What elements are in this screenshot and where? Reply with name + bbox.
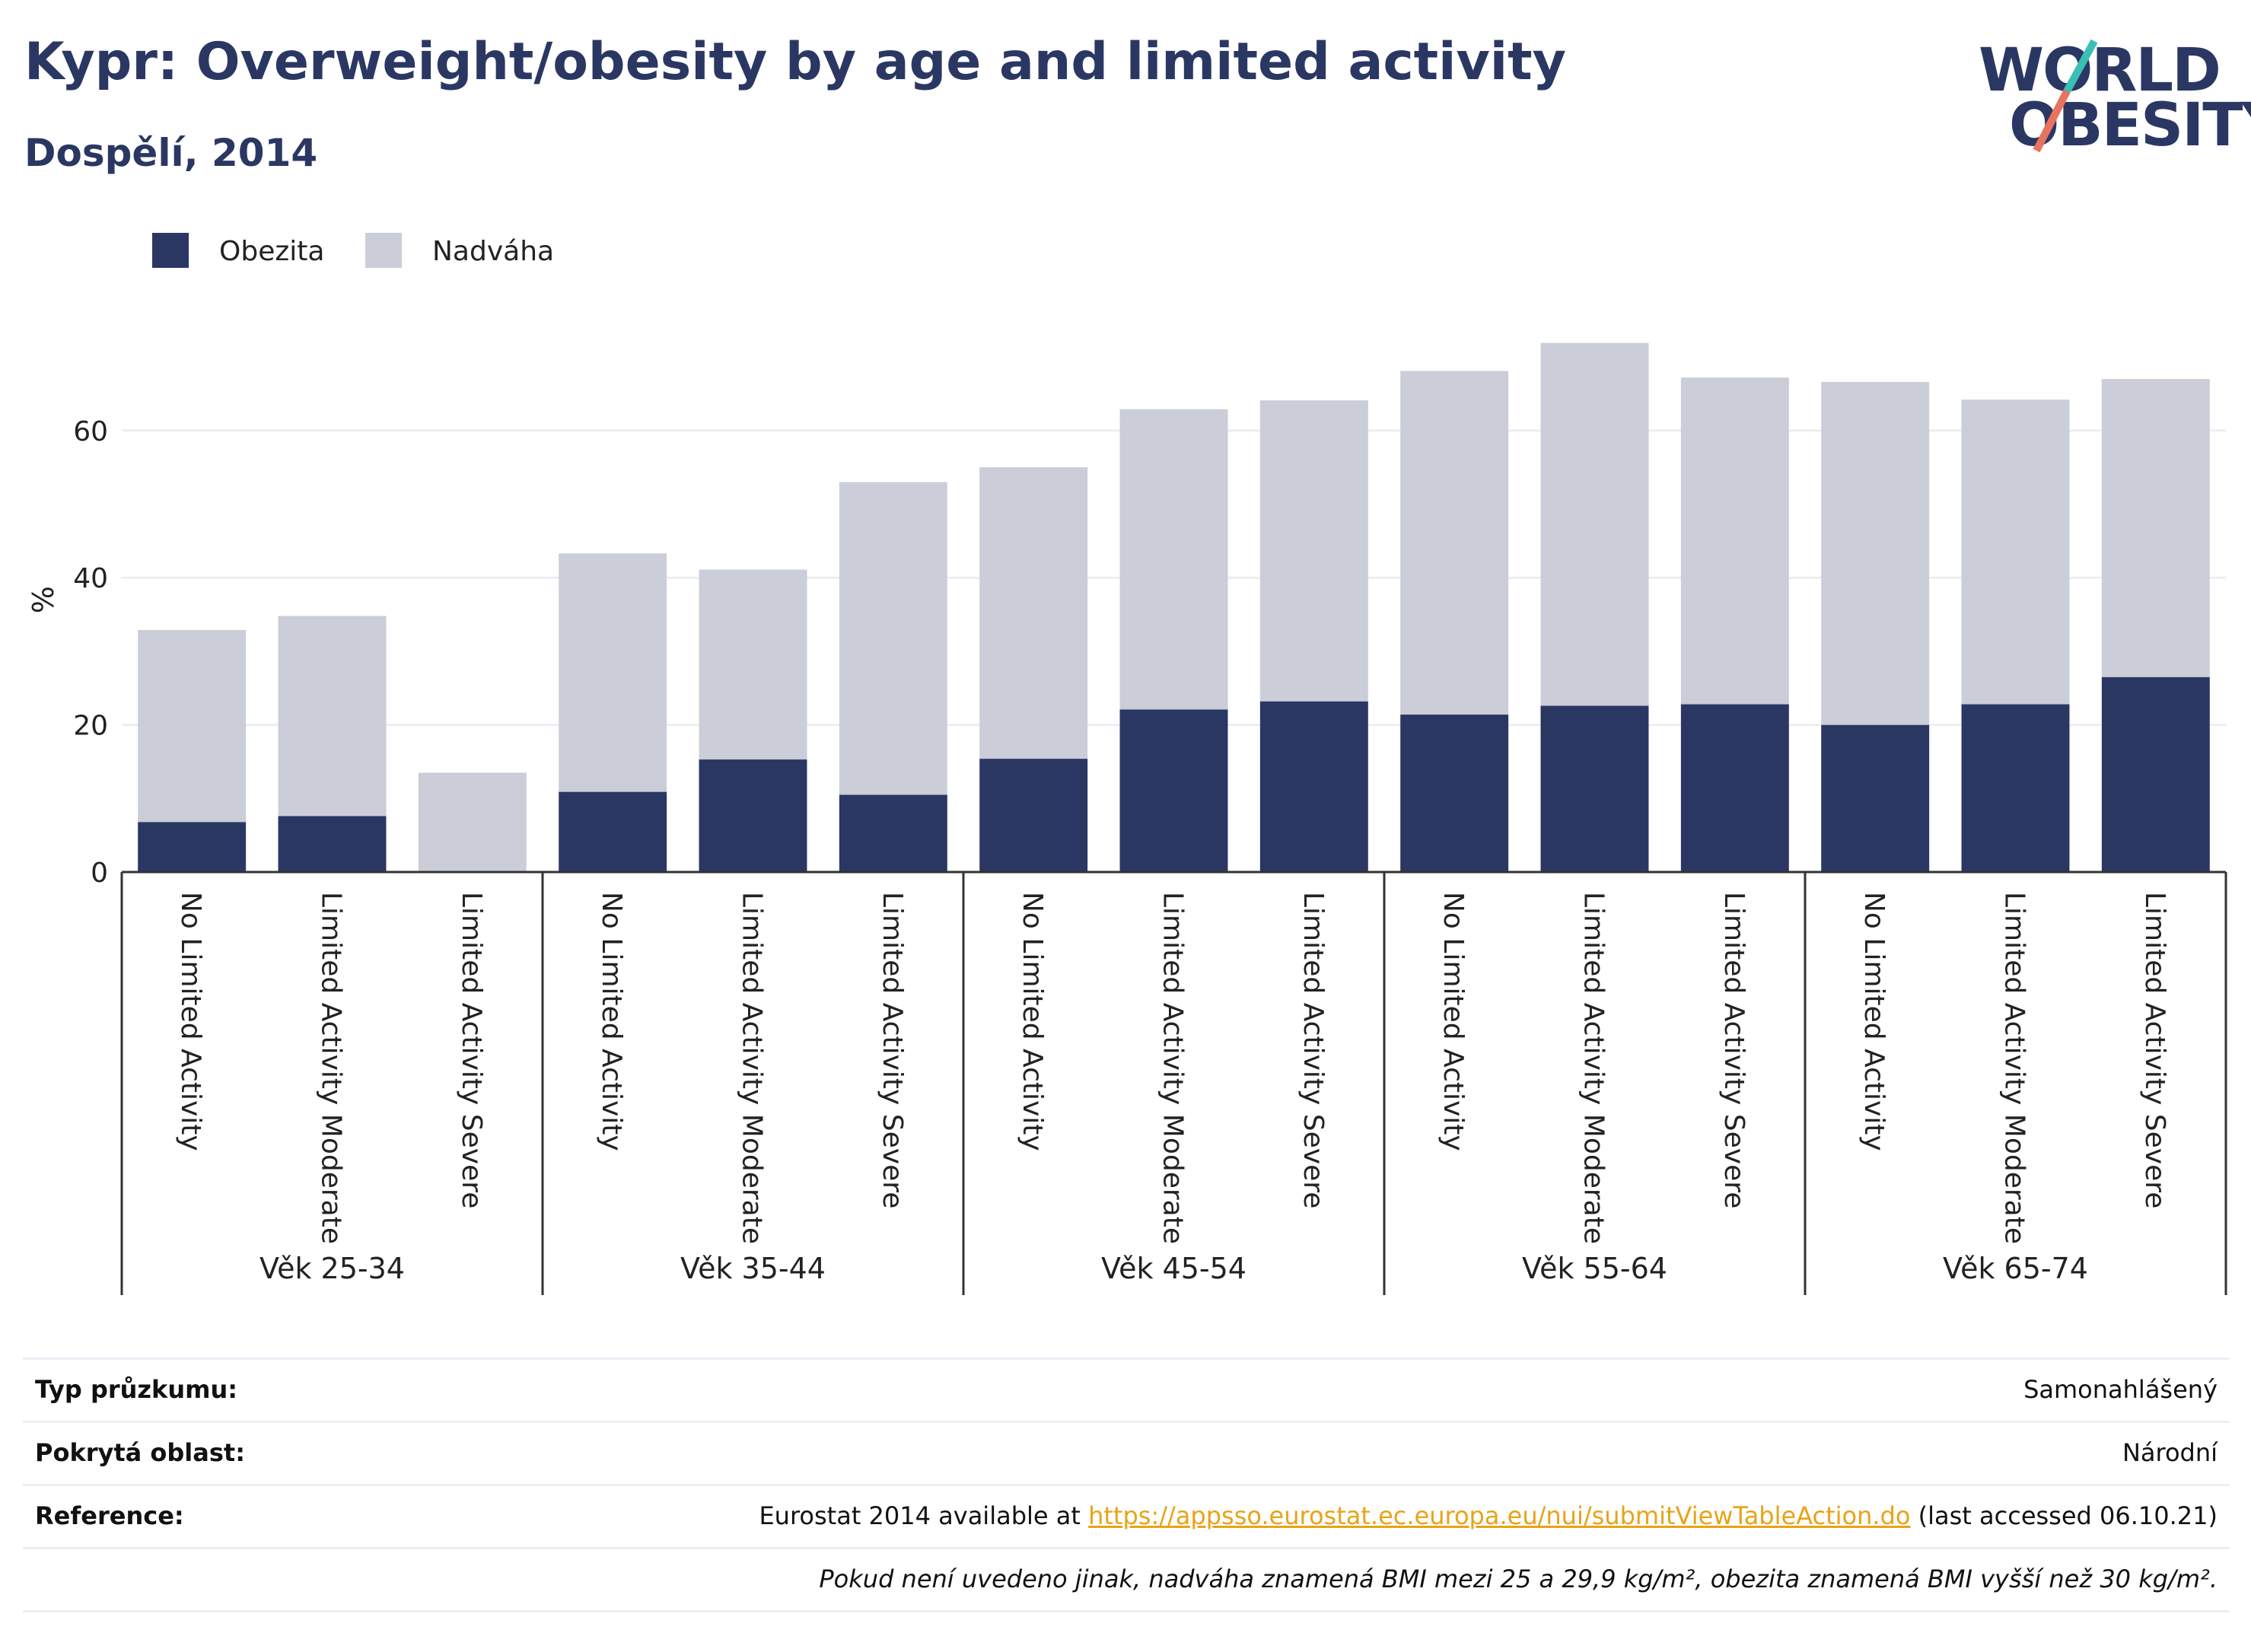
bar-obezita — [2101, 676, 2210, 872]
group-label: Věk 25-34 — [259, 1252, 405, 1285]
survey-type-label: Typ průzkumu: — [35, 1375, 238, 1404]
chart-subtitle: Dospělí, 2014 — [24, 131, 318, 175]
x-tick-label: Limited Activity Moderate — [737, 892, 768, 1244]
stacked-bar-chart: Obezita Nadváha 0 20 40 60% No Limited Activit… — [27, 233, 2227, 1295]
group-label: Věk 65-74 — [1943, 1252, 2088, 1285]
x-tick-label: Limited Activity Severe — [2139, 892, 2170, 1208]
reference-suffix: (last accessed 06.10.21) — [1910, 1501, 2218, 1530]
y-tick-label: 40 — [73, 563, 108, 594]
logo-slash-icon — [2033, 39, 2098, 153]
bar-nadvaha — [1540, 342, 1649, 706]
x-tick-label: Limited Activity Moderate — [1999, 892, 2030, 1244]
group-label: Věk 45-54 — [1101, 1252, 1246, 1285]
y-tick-label: 20 — [73, 711, 108, 742]
group-label: Věk 35-44 — [680, 1252, 826, 1285]
footer-row-note: Pokud není uvedeno jinak, nadváha znamen… — [23, 1547, 2230, 1612]
legend-swatch-obezita — [152, 233, 189, 268]
bar-obezita — [1540, 705, 1649, 872]
bar-nadvaha — [1400, 371, 1509, 715]
legend-swatch-nadvaha — [365, 233, 402, 268]
coverage-value: Národní — [2122, 1438, 2218, 1467]
legend-label: Nadváha — [432, 236, 554, 267]
bar-obezita — [839, 794, 947, 872]
bar-obezita — [559, 791, 667, 872]
bmi-note: Pokud není uvedeno jinak, nadváha znamen… — [819, 1564, 2218, 1593]
bar-nadvaha — [1259, 400, 1368, 702]
bar-obezita — [1821, 724, 1930, 872]
bar-nadvaha — [1961, 399, 2070, 705]
x-tick-label: No Limited Activity — [1438, 892, 1469, 1151]
x-tick-label: Limited Activity Severe — [1718, 892, 1750, 1208]
y-axis-label: % — [27, 586, 60, 613]
x-tick-label: Limited Activity Severe — [877, 892, 908, 1208]
bar-obezita — [1961, 704, 2070, 872]
group-label: Věk 55-64 — [1522, 1252, 1667, 1285]
bar-nadvaha — [839, 482, 947, 795]
bar-nadvaha — [1821, 381, 1930, 725]
bar-obezita — [1119, 709, 1228, 872]
x-tick-label: Limited Activity Moderate — [1157, 892, 1189, 1244]
coverage-label: Pokrytá oblast: — [35, 1438, 245, 1467]
bar-obezita — [138, 822, 247, 872]
bar-nadvaha — [278, 616, 387, 816]
x-tick-label: Limited Activity Severe — [1297, 892, 1329, 1208]
x-tick-label: No Limited Activity — [1017, 892, 1048, 1151]
footer-table: Typ průzkumu: Samonahlášený Pokrytá obla… — [23, 1358, 2230, 1612]
bar-obezita — [979, 759, 1088, 872]
bar-nadvaha — [979, 467, 1088, 759]
bar-obezita — [1259, 701, 1368, 872]
x-tick-label: No Limited Activity — [596, 892, 627, 1151]
bar-nadvaha — [2101, 379, 2210, 677]
bar-nadvaha — [138, 629, 247, 823]
chart-title: Kypr: Overweight/obesity by age and limi… — [24, 32, 1566, 92]
x-tick-label: Limited Activity Moderate — [1578, 892, 1609, 1244]
bar-nadvaha — [1680, 377, 1789, 705]
x-tick-label: No Limited Activity — [1858, 892, 1890, 1151]
bar-nadvaha — [559, 553, 667, 792]
reference-label: Reference: — [35, 1501, 184, 1530]
bar-nadvaha — [1119, 409, 1228, 710]
bar-obezita — [1680, 704, 1789, 872]
reference-prefix: Eurostat 2014 available at — [759, 1501, 1089, 1530]
bar-obezita — [278, 816, 387, 872]
bar-nadvaha — [418, 772, 527, 872]
footer-row-survey-type: Typ průzkumu: Samonahlášený — [23, 1358, 2230, 1421]
legend-label: Obezita — [219, 236, 324, 267]
reference-value: Eurostat 2014 available at https://appss… — [759, 1501, 2218, 1530]
bar-obezita — [699, 759, 807, 872]
bar-obezita — [1400, 715, 1509, 872]
footer-row-reference: Reference: Eurostat 2014 available at ht… — [23, 1484, 2230, 1547]
x-tick-label: No Limited Activity — [175, 892, 206, 1151]
bar-nadvaha — [699, 569, 807, 760]
footer-row-coverage: Pokrytá oblast: Národní — [23, 1421, 2230, 1484]
y-tick-label: 0 — [91, 858, 108, 889]
x-tick-label: Limited Activity Moderate — [316, 892, 347, 1244]
y-tick-label: 60 — [73, 416, 108, 447]
reference-link[interactable]: https://appsso.eurostat.ec.europa.eu/nui… — [1088, 1501, 1911, 1530]
x-tick-label: Limited Activity Severe — [456, 892, 487, 1208]
logo-line-1: WORLD — [1979, 37, 2221, 105]
survey-type-value: Samonahlášený — [2023, 1375, 2218, 1404]
world-obesity-logo: WORLD OBESITY — [1979, 23, 2251, 160]
